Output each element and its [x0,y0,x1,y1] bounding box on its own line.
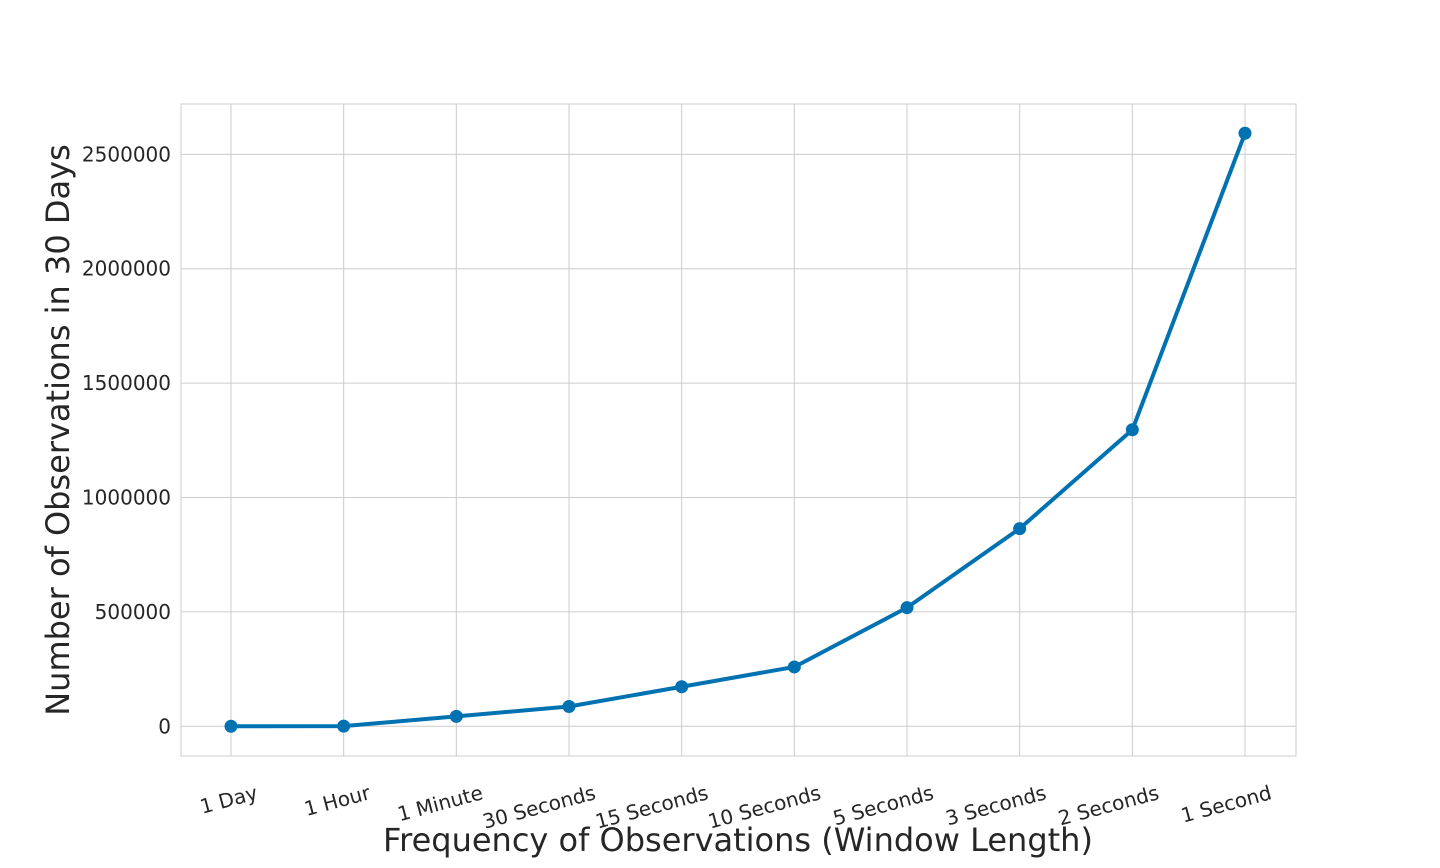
data-point [1238,126,1252,140]
series-line [229,131,1247,729]
x-tick-label: 1 Second [1178,780,1274,827]
y-tick-label: 2000000 [82,257,171,281]
data-point [900,601,914,615]
plot-frame [180,103,1297,757]
y-tick-label: 500000 [95,600,171,624]
y-tick-label: 1500000 [82,371,171,395]
grid-layer [181,104,1296,756]
y-tick-label: 1000000 [82,485,171,509]
series-layer [224,126,1252,733]
data-point [224,719,238,733]
x-axis-label: Frequency of Observations (Window Length… [383,821,1093,859]
y-tick-label: 2500000 [82,142,171,166]
data-point [787,660,801,674]
x-tick-label: 1 Minute [395,780,486,826]
y-tick-labels: 0 500000 1000000 1500000 2000000 2500000 [82,142,171,738]
data-point [562,699,576,713]
y-axis-label: Number of Observations in 30 Days [39,144,77,716]
x-tick-label: 1 Day [197,780,260,818]
y-tick-label: 0 [158,714,171,738]
data-point [1013,522,1027,536]
data-point [1125,423,1139,437]
x-tick-label: 1 Hour [302,780,374,821]
data-point [337,719,351,733]
data-point [675,680,689,694]
data-point [449,709,463,723]
